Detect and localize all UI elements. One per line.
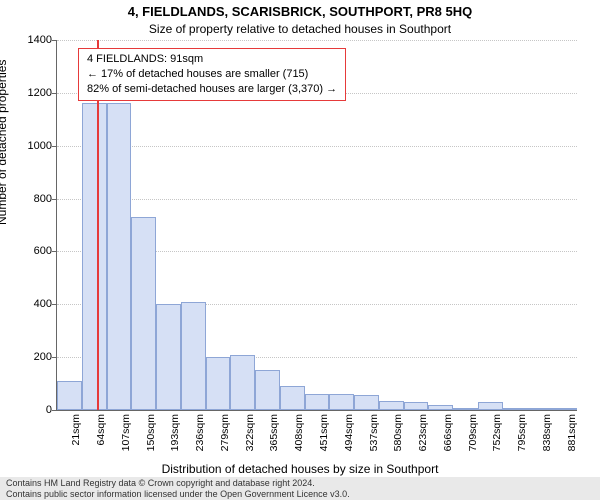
x-tick-label: 21sqm (70, 414, 82, 462)
x-tick-label: 408sqm (293, 414, 305, 462)
x-tick-label: 537sqm (368, 414, 380, 462)
x-tick-label: 365sqm (268, 414, 280, 462)
x-tick-label: 838sqm (541, 414, 553, 462)
callout-box: 4 FIELDLANDS: 91sqm ← 17% of detached ho… (78, 48, 346, 101)
x-tick-label: 623sqm (417, 414, 429, 462)
chart-title: 4, FIELDLANDS, SCARISBRICK, SOUTHPORT, P… (0, 4, 600, 19)
y-tick-mark (52, 251, 56, 252)
footer-attribution: Contains HM Land Registry data © Crown c… (0, 477, 600, 500)
x-tick-label: 666sqm (442, 414, 454, 462)
x-tick-label: 193sqm (169, 414, 181, 462)
x-tick-label: 795sqm (516, 414, 528, 462)
histogram-bar (107, 103, 132, 410)
histogram-bar (329, 394, 354, 410)
histogram-bar (404, 402, 429, 410)
y-tick-label: 200 (12, 351, 52, 363)
y-tick-label: 1200 (12, 87, 52, 99)
histogram-bar (453, 408, 478, 410)
y-tick-label: 1400 (12, 34, 52, 46)
x-tick-label: 107sqm (120, 414, 132, 462)
x-tick-label: 494sqm (343, 414, 355, 462)
histogram-bar (478, 402, 503, 410)
x-axis-label: Distribution of detached houses by size … (0, 462, 600, 476)
y-tick-label: 1000 (12, 140, 52, 152)
histogram-bar (57, 381, 82, 410)
y-tick-label: 600 (12, 245, 52, 257)
y-tick-mark (52, 304, 56, 305)
x-tick-label: 279sqm (219, 414, 231, 462)
x-tick-label: 709sqm (467, 414, 479, 462)
x-tick-label: 64sqm (95, 414, 107, 462)
y-tick-mark (52, 40, 56, 41)
x-tick-label: 881sqm (566, 414, 578, 462)
histogram-bar (527, 408, 552, 410)
y-tick-label: 400 (12, 298, 52, 310)
histogram-bar (206, 357, 231, 410)
histogram-bar (428, 405, 453, 410)
x-tick-label: 451sqm (318, 414, 330, 462)
y-tick-mark (52, 357, 56, 358)
histogram-bar (354, 395, 379, 410)
histogram-bar (181, 302, 206, 410)
y-axis-label: Number of detached properties (0, 60, 9, 225)
gridline (57, 199, 577, 200)
footer-line-1: Contains HM Land Registry data © Crown c… (6, 478, 594, 488)
gridline (57, 40, 577, 41)
x-tick-label: 580sqm (392, 414, 404, 462)
x-tick-label: 236sqm (194, 414, 206, 462)
y-tick-mark (52, 93, 56, 94)
y-tick-label: 800 (12, 193, 52, 205)
y-tick-label: 0 (12, 404, 52, 416)
y-tick-mark (52, 410, 56, 411)
x-tick-label: 150sqm (145, 414, 157, 462)
histogram-bar (503, 408, 528, 410)
histogram-bar (379, 401, 404, 410)
y-tick-mark (52, 199, 56, 200)
histogram-bar (255, 370, 280, 410)
gridline (57, 146, 577, 147)
histogram-bar (280, 386, 305, 410)
callout-line-property: 4 FIELDLANDS: 91sqm (87, 52, 337, 67)
callout-line-smaller: ← 17% of detached houses are smaller (71… (87, 67, 337, 82)
x-tick-label: 752sqm (491, 414, 503, 462)
histogram-bar (305, 394, 330, 410)
chart-subtitle: Size of property relative to detached ho… (0, 22, 600, 36)
histogram-bar (82, 103, 107, 410)
histogram-bar (230, 355, 255, 411)
histogram-bar (131, 217, 156, 410)
figure-container: 4, FIELDLANDS, SCARISBRICK, SOUTHPORT, P… (0, 0, 600, 500)
x-tick-label: 322sqm (244, 414, 256, 462)
callout-line-larger: 82% of semi-detached houses are larger (… (87, 82, 337, 97)
y-tick-mark (52, 146, 56, 147)
footer-line-2: Contains public sector information licen… (6, 489, 594, 499)
histogram-bar (552, 408, 577, 410)
histogram-bar (156, 304, 181, 410)
